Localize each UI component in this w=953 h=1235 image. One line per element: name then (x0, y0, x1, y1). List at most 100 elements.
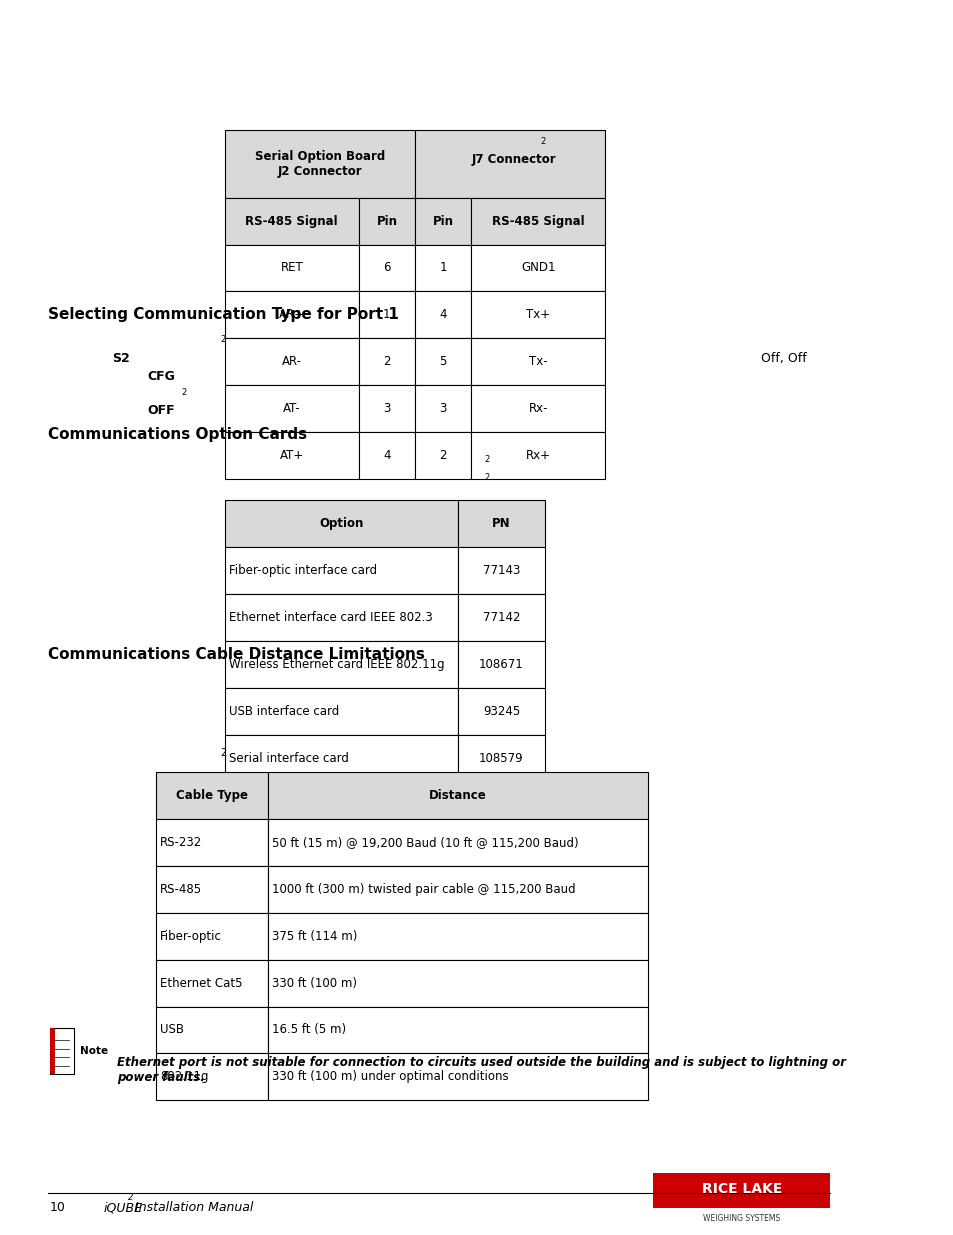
Text: Communications Option Cards: Communications Option Cards (48, 427, 306, 442)
Text: 2: 2 (128, 1193, 133, 1203)
Text: 802.11g: 802.11g (160, 1071, 208, 1083)
Text: Fiber-optic interface card: Fiber-optic interface card (229, 564, 376, 577)
Text: CFG: CFG (147, 370, 174, 383)
Text: AT-: AT- (283, 403, 300, 415)
FancyBboxPatch shape (155, 1007, 268, 1053)
Text: 2: 2 (181, 388, 187, 398)
Text: PN: PN (492, 517, 510, 530)
Text: Tx+: Tx+ (525, 309, 550, 321)
FancyBboxPatch shape (225, 385, 358, 432)
FancyBboxPatch shape (225, 130, 415, 198)
FancyBboxPatch shape (471, 432, 604, 479)
Text: RET: RET (280, 262, 303, 274)
Text: Pin: Pin (376, 215, 397, 227)
Text: 16.5 ft (5 m): 16.5 ft (5 m) (272, 1024, 346, 1036)
FancyBboxPatch shape (225, 500, 457, 547)
Text: Off, Off: Off, Off (760, 352, 805, 364)
Text: Serial interface card: Serial interface card (229, 752, 349, 764)
Text: RS-485 Signal: RS-485 Signal (245, 215, 337, 227)
Text: OFF: OFF (147, 404, 174, 416)
Text: Rx-: Rx- (528, 403, 547, 415)
FancyBboxPatch shape (225, 291, 358, 338)
FancyBboxPatch shape (457, 500, 544, 547)
FancyBboxPatch shape (51, 1028, 55, 1074)
FancyBboxPatch shape (457, 735, 544, 782)
FancyBboxPatch shape (268, 913, 648, 960)
Text: Pin: Pin (432, 215, 453, 227)
Text: Installation Manual: Installation Manual (132, 1202, 253, 1214)
FancyBboxPatch shape (225, 735, 457, 782)
Text: Wireless Ethernet card IEEE 802.11g: Wireless Ethernet card IEEE 802.11g (229, 658, 444, 671)
Text: 330 ft (100 m): 330 ft (100 m) (272, 977, 357, 989)
Text: 375 ft (114 m): 375 ft (114 m) (272, 930, 357, 942)
Text: AR-: AR- (281, 356, 301, 368)
FancyBboxPatch shape (225, 688, 457, 735)
Text: RICE LAKE: RICE LAKE (700, 1182, 781, 1197)
FancyBboxPatch shape (51, 1028, 74, 1074)
FancyBboxPatch shape (457, 594, 544, 641)
FancyBboxPatch shape (268, 866, 648, 913)
FancyBboxPatch shape (358, 245, 415, 291)
FancyBboxPatch shape (415, 432, 471, 479)
Text: 2: 2 (383, 356, 390, 368)
Text: 1000 ft (300 m) twisted pair cable @ 115,200 Baud: 1000 ft (300 m) twisted pair cable @ 115… (272, 883, 576, 895)
Text: 330 ft (100 m) under optimal conditions: 330 ft (100 m) under optimal conditions (272, 1071, 508, 1083)
Text: RS-485: RS-485 (160, 883, 202, 895)
FancyBboxPatch shape (268, 819, 648, 866)
Text: 2: 2 (220, 335, 226, 345)
FancyBboxPatch shape (268, 1007, 648, 1053)
Text: 93245: 93245 (482, 705, 519, 718)
FancyBboxPatch shape (268, 1053, 648, 1100)
Text: 5: 5 (439, 356, 446, 368)
FancyBboxPatch shape (471, 291, 604, 338)
Text: 2: 2 (439, 450, 446, 462)
Text: WEIGHING SYSTEMS: WEIGHING SYSTEMS (702, 1214, 780, 1224)
Text: 108671: 108671 (478, 658, 523, 671)
Text: 2: 2 (483, 454, 489, 464)
Text: AT+: AT+ (279, 450, 304, 462)
FancyBboxPatch shape (155, 866, 268, 913)
Text: 50 ft (15 m) @ 19,200 Baud (10 ft @ 115,200 Baud): 50 ft (15 m) @ 19,200 Baud (10 ft @ 115,… (272, 836, 578, 848)
Text: 3: 3 (383, 403, 390, 415)
Text: 2: 2 (220, 748, 227, 758)
FancyBboxPatch shape (225, 245, 358, 291)
Text: AR+: AR+ (278, 309, 304, 321)
FancyBboxPatch shape (415, 198, 471, 245)
FancyBboxPatch shape (471, 198, 604, 245)
FancyBboxPatch shape (155, 960, 268, 1007)
FancyBboxPatch shape (652, 1173, 829, 1208)
Text: iQUBE: iQUBE (104, 1202, 143, 1214)
Text: Ethernet Cat5: Ethernet Cat5 (160, 977, 242, 989)
FancyBboxPatch shape (225, 432, 358, 479)
Text: 4: 4 (439, 309, 446, 321)
Text: Distance: Distance (429, 789, 487, 802)
FancyBboxPatch shape (358, 198, 415, 245)
Text: 2: 2 (483, 473, 489, 483)
FancyBboxPatch shape (471, 338, 604, 385)
FancyBboxPatch shape (415, 291, 471, 338)
FancyBboxPatch shape (155, 1053, 268, 1100)
Text: Rx+: Rx+ (525, 450, 550, 462)
Text: Fiber-optic: Fiber-optic (160, 930, 222, 942)
FancyBboxPatch shape (415, 338, 471, 385)
FancyBboxPatch shape (268, 772, 648, 819)
FancyBboxPatch shape (358, 291, 415, 338)
Text: USB interface card: USB interface card (229, 705, 339, 718)
Text: 1: 1 (439, 262, 446, 274)
Text: 77142: 77142 (482, 611, 519, 624)
Text: 1: 1 (383, 309, 390, 321)
Text: USB: USB (160, 1024, 184, 1036)
Text: Note: Note (80, 1046, 109, 1056)
FancyBboxPatch shape (457, 641, 544, 688)
Text: Ethernet port is not suitable for connection to circuits used outside the buildi: Ethernet port is not suitable for connec… (116, 1056, 844, 1084)
Text: 6: 6 (383, 262, 390, 274)
Text: GND1: GND1 (520, 262, 555, 274)
FancyBboxPatch shape (358, 432, 415, 479)
Text: Tx-: Tx- (528, 356, 547, 368)
FancyBboxPatch shape (415, 245, 471, 291)
FancyBboxPatch shape (225, 641, 457, 688)
FancyBboxPatch shape (225, 547, 457, 594)
FancyBboxPatch shape (155, 772, 268, 819)
FancyBboxPatch shape (225, 198, 358, 245)
FancyBboxPatch shape (358, 385, 415, 432)
